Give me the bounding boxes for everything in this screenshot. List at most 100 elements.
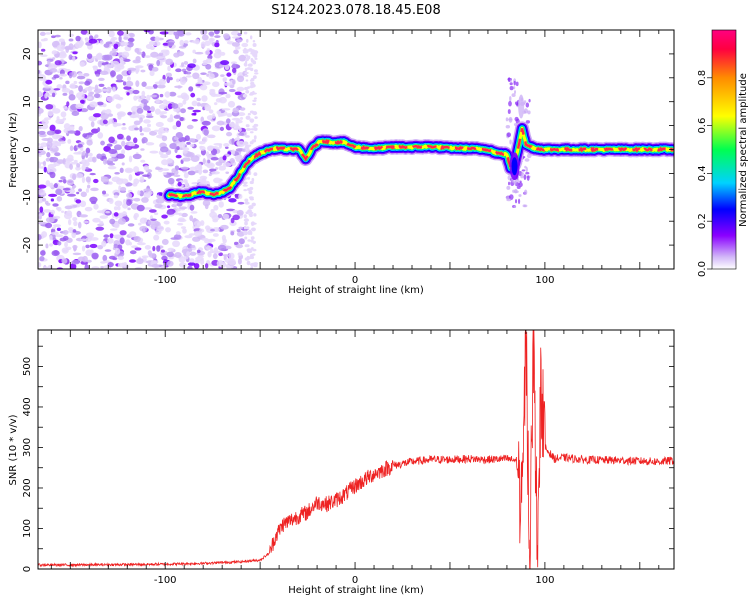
noise-speck	[154, 212, 159, 216]
noise-speck	[183, 40, 189, 44]
noise-speck	[40, 123, 49, 130]
noise-speck	[160, 154, 169, 159]
noise-speck	[72, 173, 77, 181]
noise-speck	[245, 89, 250, 94]
noise-speck	[143, 30, 151, 33]
noise-speck	[72, 204, 77, 208]
noise-speck	[222, 162, 232, 168]
noise-speck	[47, 166, 51, 174]
noise-speck	[181, 62, 185, 67]
noise-speck	[166, 251, 174, 258]
noise-speck	[69, 145, 74, 152]
noise-speck	[39, 31, 46, 36]
noise-speck	[102, 158, 107, 165]
noise-speck	[202, 136, 208, 143]
noise-speck	[227, 258, 236, 266]
noise-speck	[113, 206, 118, 211]
noise-speck	[121, 162, 125, 166]
noise-speck	[226, 208, 236, 212]
noise-speck	[151, 264, 160, 268]
noise-speck	[242, 148, 246, 153]
noise-speck	[140, 95, 145, 99]
noise-speck	[191, 112, 197, 116]
noise-speck	[65, 80, 70, 85]
noise-speck	[251, 177, 255, 182]
noise-speck	[45, 32, 51, 35]
noise-speck	[93, 65, 98, 72]
noise-speck	[517, 198, 521, 205]
noise-speck	[45, 222, 53, 229]
noise-speck	[219, 224, 229, 230]
noise-speck	[136, 107, 144, 114]
noise-speck	[254, 57, 258, 60]
noise-speck	[72, 184, 77, 189]
noise-speck	[49, 234, 53, 241]
noise-speck	[120, 186, 127, 192]
noise-speck	[97, 127, 101, 133]
noise-speck	[184, 235, 193, 239]
noise-speck	[147, 110, 152, 113]
noise-speck	[101, 54, 110, 61]
noise-speck	[41, 197, 47, 202]
noise-speck	[133, 95, 138, 101]
noise-speck	[509, 96, 512, 102]
noise-speck	[151, 66, 159, 72]
noise-speck	[125, 33, 129, 38]
noise-speck	[53, 74, 60, 79]
noise-speck	[191, 100, 198, 107]
noise-speck	[231, 63, 237, 70]
noise-speck	[214, 42, 220, 48]
snr-panel: -100 0 100 0 100 200 300 400 500 Height of strai…	[8, 329, 675, 596]
noise-speck	[150, 106, 155, 113]
noise-speck	[77, 150, 83, 155]
noise-speck	[66, 210, 73, 217]
noise-speck	[145, 142, 155, 146]
noise-speck	[55, 185, 65, 190]
noise-speck	[245, 211, 249, 215]
noise-speck	[134, 47, 140, 54]
noise-speck	[244, 67, 248, 72]
noise-speck	[110, 60, 120, 68]
noise-speck	[56, 44, 66, 52]
noise-speck	[236, 140, 246, 148]
noise-speck	[64, 45, 72, 51]
noise-speck	[200, 30, 208, 36]
noise-speck	[225, 118, 231, 124]
y-tick-label: 500	[22, 357, 33, 376]
noise-speck	[116, 133, 124, 140]
noise-speck	[50, 198, 55, 202]
noise-speck	[145, 86, 155, 90]
noise-speck	[188, 86, 194, 92]
noise-speck	[176, 30, 184, 36]
noise-speck	[236, 228, 241, 233]
noise-speck	[133, 120, 141, 126]
noise-speck	[108, 136, 115, 144]
noise-speck	[139, 176, 145, 183]
noise-speck	[237, 201, 245, 205]
noise-speck	[44, 117, 52, 120]
noise-speck	[528, 98, 531, 103]
noise-speck	[109, 233, 114, 239]
noise-speck	[248, 196, 254, 200]
noise-speck	[114, 248, 121, 255]
noise-speck	[156, 84, 166, 89]
noise-speck	[62, 105, 68, 109]
noise-speck	[108, 255, 117, 260]
noise-speck	[128, 142, 136, 147]
noise-speck	[88, 115, 98, 122]
noise-speck	[62, 92, 68, 96]
noise-speck	[208, 31, 215, 36]
noise-speck	[140, 159, 146, 163]
noise-speck	[79, 146, 84, 151]
noise-speck	[38, 189, 46, 196]
noise-speck	[49, 124, 56, 132]
noise-speck	[211, 215, 220, 221]
noise-speck	[43, 37, 48, 42]
noise-speck	[245, 115, 251, 120]
noise-speck	[90, 187, 99, 192]
noise-speck	[234, 46, 241, 50]
noise-speck	[187, 265, 193, 269]
noise-speck	[49, 243, 54, 247]
colorbar-gradient	[712, 30, 736, 269]
noise-speck	[237, 258, 242, 265]
